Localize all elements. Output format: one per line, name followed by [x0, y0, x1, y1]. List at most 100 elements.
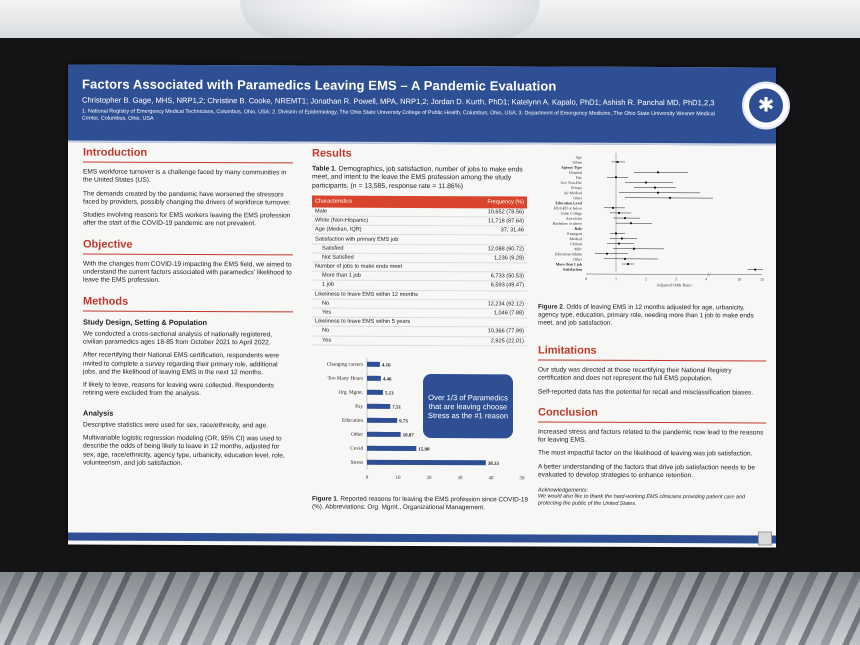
odds-ratio-point: [754, 268, 757, 271]
odds-ratio-point: [632, 247, 636, 250]
odds-ratio-point: [611, 206, 615, 209]
forest-tick-label: 10: [737, 277, 741, 282]
bar-value-label: 9.73: [399, 419, 408, 424]
forest-row-label: Medical: [570, 237, 582, 241]
bar-category-label: Covid: [350, 445, 363, 451]
objective-heading: Objective: [83, 238, 133, 251]
odds-ratio-point: [626, 262, 630, 266]
forest-row-label: Bachelors or above: [553, 222, 583, 226]
analysis-paragraph: Multivariable logistic regression modeli…: [83, 434, 285, 467]
bar: [367, 417, 398, 423]
table-cell-value: [466, 262, 527, 273]
forest-row-label: Agency Type: [561, 166, 582, 170]
floor-shadow: [0, 572, 860, 645]
bar-tick-label: 50: [520, 476, 526, 481]
bar-category-label: Education: [342, 417, 363, 423]
bar-category-label: Org. Mgmt.: [338, 389, 363, 395]
bar-value-label: 7.51: [392, 405, 401, 410]
table-cell-value: 12,234 (92.12): [466, 299, 527, 309]
table-header-row: Characteristics Frequency (%): [312, 195, 527, 209]
analysis-subheading: Analysis: [83, 408, 114, 418]
bar: [367, 445, 417, 451]
bar-tick-label: 10: [396, 476, 402, 481]
registry-logo: ✱: [742, 81, 790, 130]
conclusion-heading: Conclusion: [538, 406, 598, 419]
methods-paragraph: We conducted a cross-sectional analysis …: [83, 330, 272, 347]
demographics-table: Characteristics Frequency (%) Male 10,652…: [312, 195, 527, 346]
bar-category-label: Too Many Hours: [328, 375, 363, 381]
table-cell-value: [466, 290, 527, 300]
forest-row-label: Other: [573, 257, 582, 261]
odds-ratio-point: [620, 237, 624, 240]
odds-ratio-point: [653, 186, 657, 189]
forest-row-label: Air Medical: [564, 191, 582, 195]
table-cell-value: 10,366 (77.99): [466, 327, 527, 337]
odds-ratio-point: [623, 216, 627, 220]
odds-ratio-point: [644, 181, 648, 184]
methods-heading: Methods: [83, 295, 129, 308]
odds-ratio-point: [623, 257, 627, 260]
odds-ratio-point: [629, 222, 633, 225]
odds-ratio-point: [617, 242, 621, 245]
forest-row-label: Emergent: [567, 232, 583, 236]
forest-row-label: HS/GED or below: [554, 206, 582, 210]
table-caption-label: Table 1: [312, 165, 335, 173]
poster-clip: [758, 531, 772, 546]
stress-callout: Over 1/3 of Paramedics that are leaving …: [423, 374, 513, 439]
forest-row-label: Education/Admin: [555, 252, 582, 256]
research-poster: Factors Associated with Paramedics Leavi…: [68, 64, 790, 548]
table-cell-value: 12,088 (90.72): [466, 244, 527, 254]
table-cell-value: 1,046 (7.88): [466, 308, 527, 319]
bar-tick-label: 20: [427, 476, 433, 481]
limitations-paragraph: Our study was directed at those recertif…: [538, 366, 732, 383]
table-cell-value: [466, 317, 527, 328]
bar-tick-label: 30: [458, 476, 464, 481]
heading-rule: [83, 253, 293, 256]
forest-row-label: Clinical: [570, 242, 582, 246]
table-cell-value: 6,593 (49.47): [466, 281, 527, 291]
odds-ratio-point: [668, 196, 672, 199]
conclusion-paragraph: The most impactful factor on the likelih…: [538, 449, 753, 458]
table-cell-value: 1,236 (9.28): [466, 253, 527, 263]
forest-tick-label: 3: [675, 276, 677, 281]
right-column: // Age Urban Agency Type Hospital Fire Gov Non…: [538, 149, 766, 305]
table-cell-value: 6,733 (50.53): [466, 271, 527, 282]
forest-row-label: Mil+: [574, 247, 582, 251]
intro-paragraph: The demands created by the pandemic have…: [83, 190, 291, 207]
bar-tick-label: 0: [366, 475, 369, 480]
left-column: Introduction EMS workforce turnover is a…: [83, 147, 293, 474]
carpet-floor: [0, 572, 860, 645]
forest-tick-label: 1: [615, 276, 617, 281]
poster-title: Factors Associated with Paramedics Leavi…: [82, 76, 557, 94]
poster-authors: Christopher B. Gage, MHS, NRP1,2; Christ…: [82, 95, 715, 108]
bar-tick-label: 40: [489, 476, 495, 481]
odds-ratio-point: [614, 176, 618, 179]
table-header-characteristics: Characteristics: [312, 195, 467, 209]
objective-paragraph: With the changes from COVID-19 impacting…: [83, 260, 292, 285]
introduction-heading: Introduction: [83, 146, 148, 159]
bar-category-label: Other: [351, 431, 363, 437]
bar: [367, 389, 383, 395]
methods-paragraph: If likely to leave, reasons for leaving …: [83, 381, 274, 398]
bar-value-label: 15.90: [418, 447, 430, 452]
table-cell-value: 37, 31,46: [466, 225, 527, 236]
limitations-heading: Limitations: [538, 344, 597, 357]
methods-subheading: Study Design, Setting & Population: [83, 317, 207, 327]
table-cell-label: Yes: [312, 335, 467, 346]
forest-row-label: Satisfaction: [563, 268, 583, 272]
table-caption-text: . Demographics, job satisfaction, number…: [312, 165, 523, 190]
forest-x-axis-label: Adjusted Odds Ratio: [656, 282, 691, 287]
table-header-frequency: Frequency (%): [466, 196, 527, 209]
forest-row-label: Hospital: [569, 171, 582, 175]
bar: [367, 459, 486, 465]
forest-row-label: Associates: [566, 217, 583, 221]
figure2-text: . Odds of leaving EMS in 12 months adjus…: [538, 303, 754, 327]
bar-value-label: 10.87: [403, 433, 415, 438]
forest-tick-label: 15: [760, 277, 764, 282]
forest-row-label: Some College: [561, 212, 583, 216]
table-body: Male 10,652 (78.56) White (Non-Hispanic) 11…: [312, 207, 527, 346]
bar-value-label: 4.46: [383, 377, 392, 382]
right-column-text: Limitations Our study was directed at th…: [538, 345, 766, 509]
forest-row-label: Age: [576, 155, 583, 159]
